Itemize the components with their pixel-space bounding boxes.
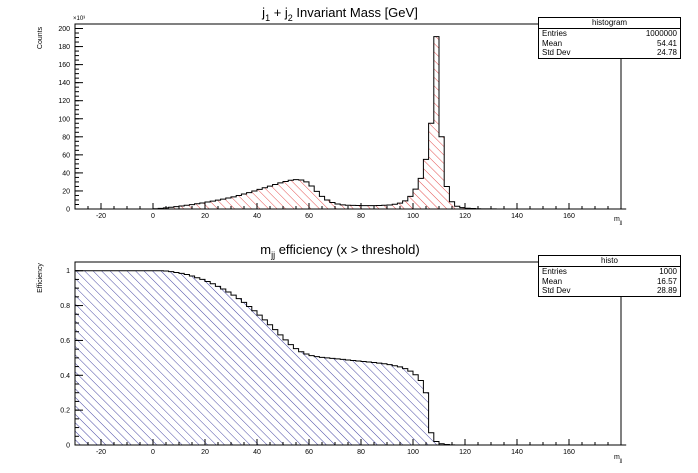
stats-box: histo Entries 1000 Mean 16.57 Std Dev 28.89	[538, 255, 681, 297]
y-tick-label: 200	[58, 26, 70, 33]
stats-value: 28.89	[656, 286, 677, 295]
stats-key: Entries	[542, 29, 567, 38]
y-tick-label: 0.8	[60, 303, 70, 310]
y-tick-label: 0	[66, 207, 70, 214]
x-tick-label: 40	[253, 213, 261, 220]
x-tick-label: 40	[253, 449, 261, 456]
stats-box: histogram Entries 1000000 Mean 54.41 Std D…	[538, 17, 681, 59]
y-tick-label: 60	[62, 152, 70, 159]
chart-title: j1 + j2 Invariant Mass [GeV]	[261, 5, 418, 23]
panel-mass: j1 + j2 Invariant Mass [GeV] Counts ×10³…	[37, 5, 627, 226]
chart-title: mjj efficiency (x > threshold)	[260, 242, 419, 260]
y-axis: 0 20 40 60 80 100 120 140 160 180 200	[58, 23, 83, 214]
y-tick-label: 0.6	[60, 338, 70, 345]
stats-row: Entries 1000000	[539, 29, 680, 39]
x-axis: -20 0 20 40 60 80 100 120 140 160	[74, 203, 622, 220]
x-tick-label: 60	[305, 449, 313, 456]
y-axis-label: Counts	[37, 26, 44, 49]
stats-value: 24.78	[656, 48, 677, 57]
y-axis-multiplier: ×10³	[73, 16, 85, 22]
y-tick-label: 0.2	[60, 408, 70, 415]
stats-row: Mean 16.57	[539, 277, 680, 287]
y-tick-label: 180	[58, 44, 70, 51]
x-tick-label: 100	[407, 449, 419, 456]
x-tick-label: 120	[459, 449, 471, 456]
stats-row: Std Dev 28.89	[539, 286, 680, 296]
stats-value: 1000	[659, 267, 677, 276]
x-tick-label: 20	[201, 213, 209, 220]
y-tick-label: 140	[58, 80, 70, 87]
stats-key: Entries	[542, 267, 567, 276]
stats-title: histogram	[539, 18, 680, 29]
y-axis: 0 0.2 0.4 0.6 0.8 1	[60, 261, 83, 450]
x-tick-label: 0	[151, 449, 155, 456]
x-tick-label: -20	[96, 449, 106, 456]
stats-title: histo	[539, 256, 680, 267]
y-tick-label: 0	[66, 443, 70, 450]
stats-key: Std Dev	[542, 286, 571, 295]
y-tick-label: 0.4	[60, 373, 70, 380]
histogram-series	[74, 270, 627, 446]
y-tick-label: 120	[58, 98, 70, 105]
stats-key: Mean	[542, 38, 563, 48]
histogram-series	[75, 36, 627, 210]
x-tick-label: 20	[201, 449, 209, 456]
x-axis-label: mjj	[614, 216, 622, 226]
stats-value: 16.57	[656, 276, 677, 286]
x-tick-label: 140	[511, 213, 523, 220]
x-tick-label: 160	[563, 449, 575, 456]
x-tick-label: 80	[357, 213, 365, 220]
stats-row: Mean 54.41	[539, 39, 680, 49]
stats-value: 1000000	[645, 29, 677, 38]
stats-row: Entries 1000	[539, 267, 680, 277]
y-tick-label: 80	[62, 134, 70, 141]
x-tick-label: 160	[563, 213, 575, 220]
x-tick-label: 100	[407, 213, 419, 220]
x-axis-label: mjj	[614, 454, 622, 464]
stats-row: Std Dev 24.78	[539, 48, 680, 58]
y-axis-label: Efficiency	[37, 263, 44, 293]
x-tick-label: 60	[305, 213, 313, 220]
x-axis: -20 0 20 40 60 80 100 120 140 160	[74, 439, 622, 456]
x-tick-label: 0	[151, 213, 155, 220]
panel-efficiency: mjj efficiency (x > threshold) Efficienc…	[37, 242, 627, 464]
y-tick-label: 40	[62, 170, 70, 177]
stats-key: Std Dev	[542, 48, 571, 57]
x-tick-label: 80	[357, 449, 365, 456]
x-tick-label: -20	[96, 213, 106, 220]
y-tick-label: 1	[66, 268, 70, 275]
y-tick-label: 160	[58, 62, 70, 69]
y-tick-label: 100	[58, 116, 70, 123]
stats-key: Mean	[542, 276, 563, 286]
x-tick-label: 120	[459, 213, 471, 220]
x-tick-label: 140	[511, 449, 523, 456]
stats-value: 54.41	[656, 38, 677, 48]
y-tick-label: 20	[62, 188, 70, 195]
